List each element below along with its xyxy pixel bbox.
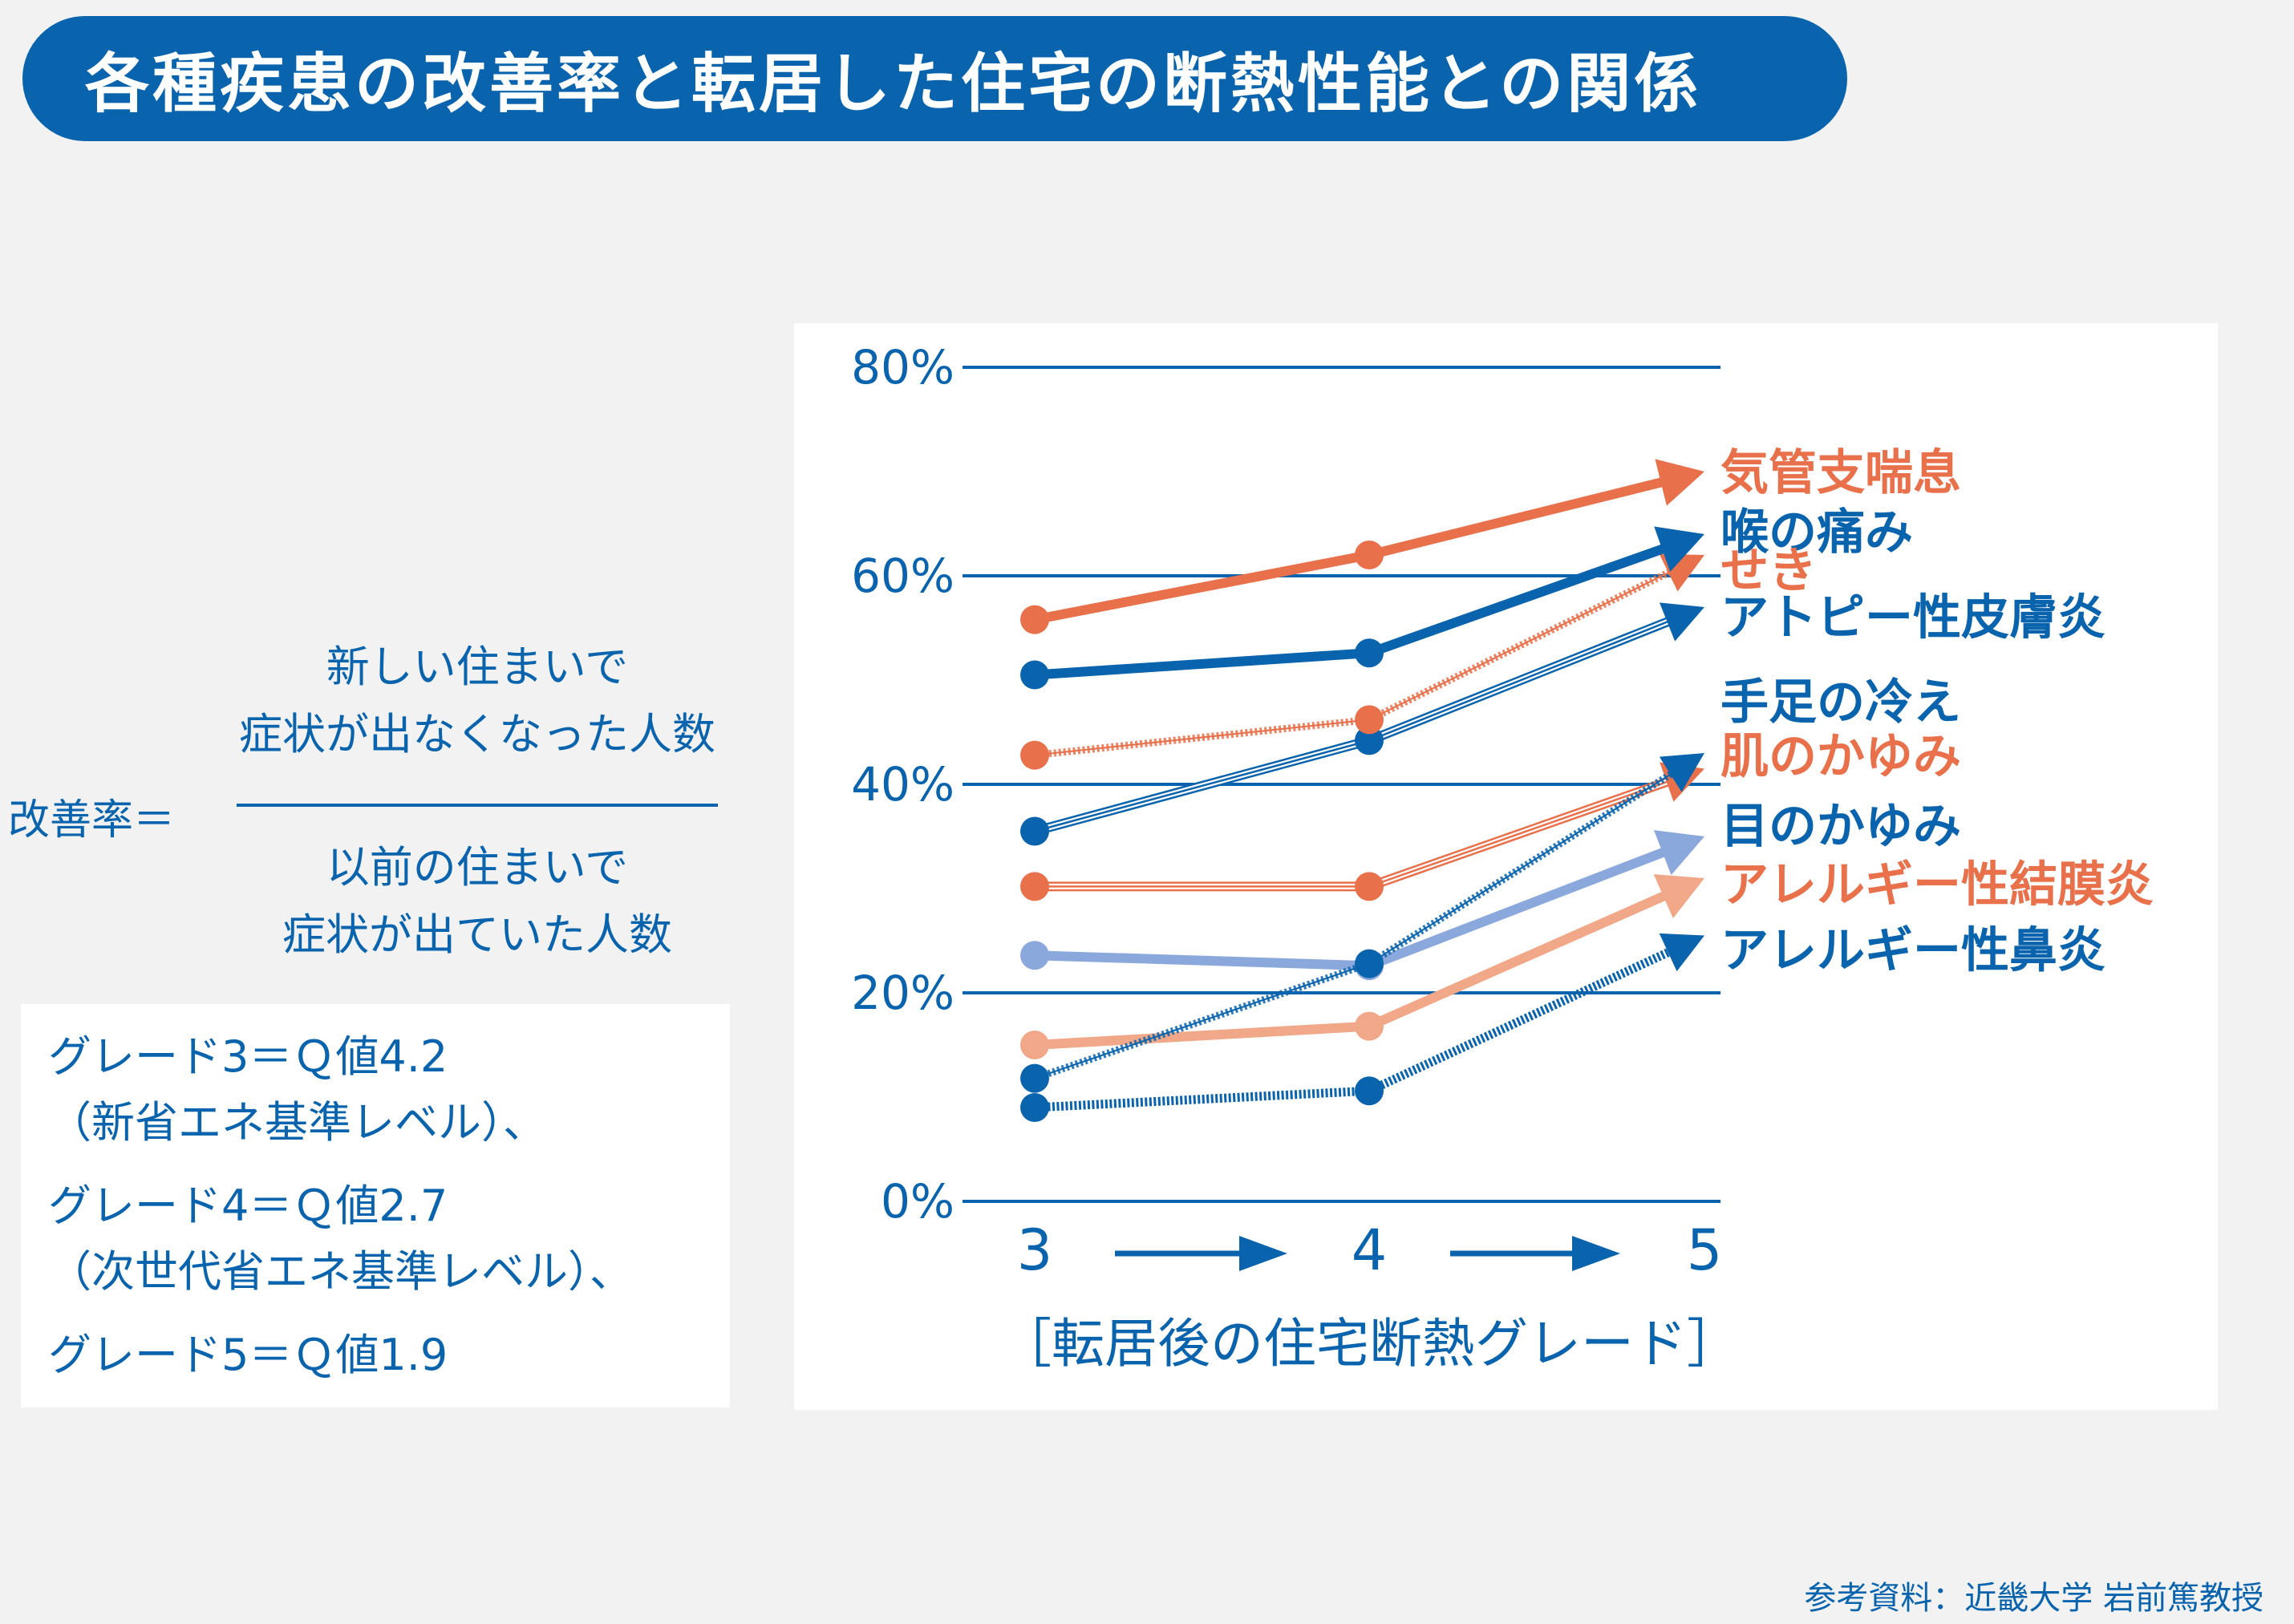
series-label: アレルギー性鼻炎 [1720, 922, 2106, 978]
line-chart: 0% 20% 40% 60% 80% 3 4 5 ［転居後の住宅断熱グレード］ 気管支喘息喉の痛み… [851, 340, 2154, 1375]
x-axis-arrow-head [1572, 1236, 1620, 1271]
chart-panel: 0% 20% 40% 60% 80% 3 4 5 ［転居後の住宅断熱グレード］ 気管支喘息 喉の痛み… [794, 323, 2218, 1410]
y-tick-label: 60% [851, 549, 954, 603]
series-arrow-head [1659, 753, 1704, 792]
series-label: 肌のかゆみ [1720, 729, 1961, 785]
formula-numerator-line: 新しい住まいで [326, 642, 629, 692]
source-credit: 参考資料：近畿大学 岩前篤教授 [1804, 1580, 2264, 1617]
grade-definitions: グレード3＝Ｑ値4.2 （新省エネ基準レベル）、 グレード4＝Ｑ値2.7 （次世… [21, 1004, 730, 1407]
data-point [1355, 638, 1384, 668]
series-line [1034, 847, 1668, 971]
data-point [1020, 660, 1049, 690]
formula-denominator: 以前の住まいで 症状が出ていた人数 [233, 834, 722, 969]
series-label: 目のかゆみ [1720, 799, 1961, 855]
data-point [1020, 1093, 1049, 1122]
page-title: 各種疾患の改善率と転居した住宅の断熱性能との関係 [85, 47, 1702, 121]
series-label: 喉の痛み [1720, 504, 1913, 561]
data-point [1355, 949, 1384, 978]
y-tick-label: 20% [851, 966, 954, 1020]
series-line-core [1035, 780, 1671, 888]
x-axis-arrow-head [1239, 1236, 1287, 1271]
series-line [1034, 946, 1673, 1112]
series-label: 気管支喘息 [1720, 445, 1961, 501]
formula-label: 改善率＝ [8, 796, 176, 844]
x-tick-label: 4 [1352, 1217, 1388, 1283]
series-label: アトピー性皮膚炎 [1720, 590, 2106, 646]
formula-numerator-line: 症状が出なくなった人数 [239, 709, 715, 759]
title-banner: 各種疾患の改善率と転居した住宅の断熱性能との関係 [22, 16, 1847, 141]
data-point [1355, 705, 1384, 735]
data-point [1355, 541, 1384, 569]
grade-line: グレード3＝Ｑ値4.2 [48, 1031, 448, 1082]
data-point [1355, 726, 1384, 755]
data-point [1020, 872, 1049, 901]
data-point [1355, 1011, 1384, 1041]
improvement-rate-formula: 改善率＝ 新しい住まいで 症状が出なくなった人数 以前の住まいで 症状が出ていた… [0, 618, 738, 986]
series-line-gap [1035, 778, 1671, 889]
x-tick-label: 5 [1687, 1217, 1723, 1283]
data-point [1355, 872, 1384, 901]
series-line [1033, 769, 1676, 1082]
x-axis-label: ［転居後の住宅断熱グレード］ [999, 1313, 1740, 1375]
series-arrow-head [1659, 933, 1704, 972]
grade-line: （次世代省エネ基準レベル）、 [48, 1246, 633, 1297]
series-arrow-head [1654, 526, 1704, 572]
series-arrow-head [1659, 602, 1704, 642]
data-point [1020, 1063, 1049, 1093]
series-arrow-head [1655, 459, 1704, 506]
series-line-core [1034, 772, 1674, 1079]
data-point [1020, 740, 1049, 770]
data-point [1020, 941, 1049, 970]
formula-numerator: 新しい住まいで 症状が出なくなった人数 [233, 634, 722, 768]
series-line [1035, 776, 1672, 892]
series-arrow-head [1653, 874, 1704, 919]
data-point [1355, 1076, 1384, 1106]
data-point [1020, 1031, 1049, 1059]
series-arrow-head [1653, 830, 1704, 876]
formula-denominator-line: 以前の住まいで [326, 842, 629, 893]
series-line [1033, 476, 1665, 625]
y-tick-label: 40% [851, 757, 954, 812]
formula-denominator-line: 症状が出ていた人数 [282, 909, 672, 960]
grade-line: （新省エネ基準レベル）、 [48, 1097, 546, 1148]
y-tick-label: 0% [881, 1174, 954, 1229]
y-tick-label: 80% [851, 340, 954, 395]
fraction-line [237, 804, 718, 807]
series-label: アレルギー性結膜炎 [1720, 857, 2154, 913]
data-point [1020, 605, 1049, 634]
grade-line: グレード5＝Ｑ値1.9 [48, 1330, 448, 1380]
series-label: 手足の冷え [1720, 674, 1961, 731]
grade-line: グレード4＝Ｑ値2.7 [48, 1181, 448, 1231]
data-point [1020, 816, 1049, 846]
x-tick-label: 3 [1017, 1217, 1053, 1283]
series-label: せき [1720, 543, 1817, 599]
